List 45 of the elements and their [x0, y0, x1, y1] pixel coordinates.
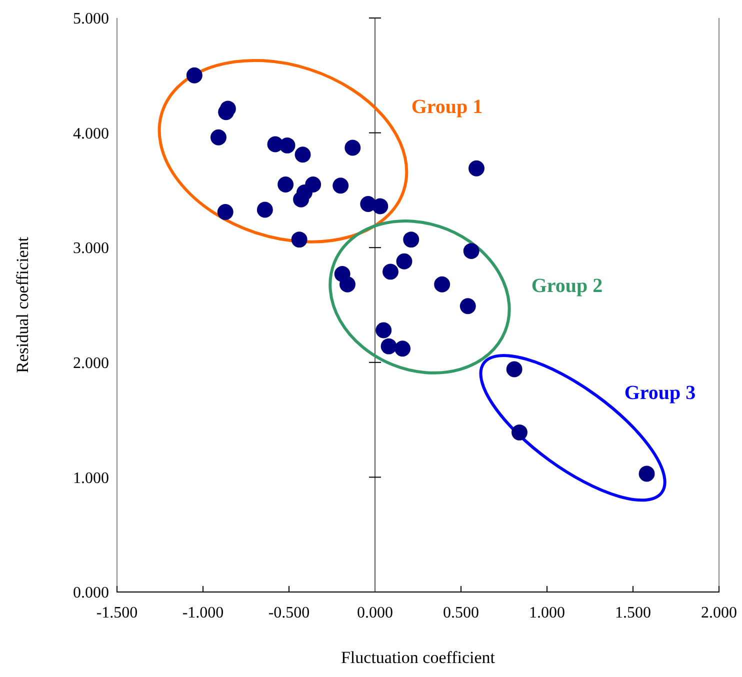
point [434, 276, 450, 292]
point [638, 466, 655, 482]
x-tick-label: -0.500 [268, 604, 310, 622]
x-tick-label: -1.500 [96, 604, 138, 622]
point [506, 361, 522, 378]
x-tick-label: -1.000 [182, 604, 224, 622]
x-tick-label: 1.000 [529, 604, 565, 622]
y-tick-label: 0.000 [73, 584, 109, 602]
x-tick-label: 0.500 [443, 604, 479, 622]
y-axis-title: Residual coefficient [13, 236, 32, 374]
point [278, 176, 294, 192]
point [256, 202, 273, 218]
annotation: Group 2 [531, 275, 603, 297]
point [468, 160, 484, 176]
point [460, 298, 476, 314]
point [382, 264, 398, 280]
point [294, 146, 311, 163]
point [372, 198, 388, 214]
point [293, 191, 310, 208]
y-tick-label: 4.000 [73, 125, 109, 142]
y-tick-label: 5.000 [73, 10, 109, 28]
point [463, 243, 480, 260]
annotation: Group 3 [624, 382, 696, 404]
point [279, 137, 296, 154]
point [512, 424, 528, 440]
x-axis-title: Fluctuation coefficient [340, 648, 496, 667]
point [332, 178, 349, 194]
y-tick-label: 2.000 [73, 355, 109, 372]
point [340, 276, 356, 292]
point [344, 140, 361, 156]
point [394, 340, 410, 357]
point [291, 232, 308, 248]
point [217, 204, 234, 220]
x-tick-label: 0.000 [357, 604, 393, 622]
y-tick-label: 1.000 [73, 470, 109, 487]
x-tick-label: 2.000 [701, 604, 737, 622]
x-tick-label: 1.500 [615, 604, 651, 622]
point [403, 232, 420, 248]
point [186, 67, 202, 84]
point [376, 322, 392, 338]
annotation: Group 1 [411, 96, 483, 118]
point [396, 253, 412, 270]
point [210, 129, 226, 146]
point [380, 338, 397, 354]
y-tick-label: 3.000 [73, 240, 109, 258]
